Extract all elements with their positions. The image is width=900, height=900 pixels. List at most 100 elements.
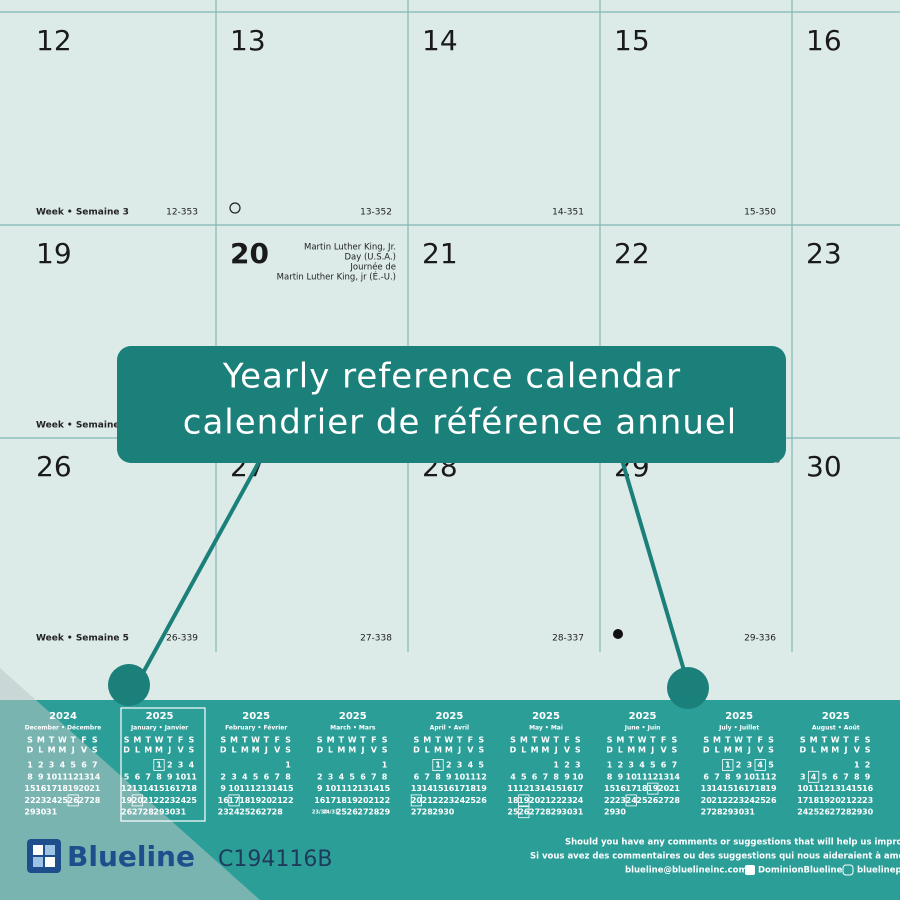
mini-day: 13 (830, 784, 841, 793)
mini-year: 2024 (49, 711, 77, 722)
mini-day: 26 (765, 796, 777, 805)
weekday-en: M (327, 736, 335, 745)
weekday-fr: L (618, 746, 623, 755)
day-number: 19 (36, 237, 72, 270)
mini-day: 21 (368, 796, 380, 805)
weekday-en: W (541, 736, 550, 745)
weekday-fr: S (575, 746, 581, 755)
mini-day: 22 (551, 796, 562, 805)
mini-day: 26 (121, 808, 133, 817)
mini-day: 25 (507, 808, 519, 817)
mini-day: 16 (35, 784, 47, 793)
mini-day: 1 (156, 761, 162, 770)
mini-day: 17 (228, 796, 239, 805)
weekday-fr: M (241, 746, 249, 755)
mini-day: 26 (476, 796, 488, 805)
weekday-fr: V (177, 746, 184, 755)
mini-day: 1 (27, 761, 33, 770)
weekday-en: M (616, 736, 624, 745)
weekday-fr: M (541, 746, 549, 755)
mini-day: 26 (819, 808, 831, 817)
mini-day: 26 (250, 808, 262, 817)
weekday-fr: J (650, 746, 654, 755)
weekday-fr: L (521, 746, 526, 755)
mini-day: 28 (368, 808, 380, 817)
mini-day: 7 (672, 761, 678, 770)
mini-day: 20 (411, 796, 423, 805)
mini-day: 29 (551, 808, 563, 817)
day-note: Martin Luther King, Jr. (304, 243, 396, 253)
mini-day: 29 (432, 808, 444, 817)
mini-day: 19 (68, 784, 80, 793)
mini-day: 23 (443, 796, 454, 805)
mini-day: 15 (379, 784, 391, 793)
mini-day: 13 (701, 784, 712, 793)
weekday-en: T (747, 736, 753, 745)
mini-day: 3 (178, 761, 184, 770)
weekday-en: S (124, 736, 130, 745)
weekday-en: S (478, 736, 484, 745)
mini-day: 6 (81, 761, 87, 770)
mini-day: 27 (78, 796, 89, 805)
day-code: 14-351 (552, 208, 584, 218)
mini-day: 25 (336, 808, 348, 817)
mini-day: 17 (46, 784, 57, 793)
weekday-fr: S (672, 746, 678, 755)
mini-day: 15 (851, 784, 863, 793)
weekday-fr: V (81, 746, 88, 755)
weekday-en: T (843, 736, 849, 745)
weekday-en: S (189, 736, 195, 745)
mini-day: 12 (250, 784, 261, 793)
mini-month: May • Mai (529, 725, 563, 732)
weekday-fr: M (144, 746, 152, 755)
mini-day: 31 (572, 808, 584, 817)
weekday-en: S (92, 736, 98, 745)
mini-day: 13 (132, 784, 143, 793)
mini-day: 19 (347, 796, 359, 805)
mini-day: 10 (228, 784, 240, 793)
mini-day: 29 (24, 808, 36, 817)
weekday-en: T (822, 736, 828, 745)
mini-day: 16 (862, 784, 874, 793)
mini-day: 10 (325, 784, 337, 793)
mini-day: 12 (518, 784, 529, 793)
mini-day: 29 (153, 808, 165, 817)
mini-day: 17 (325, 796, 336, 805)
mini-day: 11 (507, 784, 519, 793)
mini-day: 21 (711, 796, 723, 805)
mini-day: 6 (135, 772, 141, 781)
mini-day: 22 (604, 796, 615, 805)
mini-day: 27 (529, 808, 540, 817)
day-number: 26 (36, 450, 72, 483)
mini-day: 18 (465, 784, 477, 793)
weekday-fr: D (27, 746, 34, 755)
weekday-fr: M (531, 746, 539, 755)
weekday-en: T (435, 736, 441, 745)
mini-month: March • Mars (330, 725, 376, 732)
mini-day: 3 (457, 761, 463, 770)
day-number: 22 (614, 237, 650, 270)
mini-day: 6 (264, 772, 270, 781)
mini-day: 2 (564, 761, 570, 770)
mini-day: 24 (572, 796, 584, 805)
mini-day: 3 (231, 772, 237, 781)
mini-day: 26 (347, 808, 359, 817)
weekday-fr: M (724, 746, 732, 755)
mini-day: 25 (755, 796, 767, 805)
mini-day: 14 (840, 784, 852, 793)
weekday-fr: J (264, 746, 268, 755)
weekday-fr: M (337, 746, 345, 755)
boxed-day (722, 759, 734, 771)
mini-day: 23 (615, 796, 626, 805)
mini-day: 23 (733, 796, 744, 805)
mini-day: 12 (819, 784, 830, 793)
weekday-fr: D (703, 746, 710, 755)
weekday-en: M (37, 736, 45, 745)
mini-day: 16 (314, 796, 326, 805)
instagram-icon (842, 864, 854, 876)
mini-day: 23 (561, 796, 572, 805)
mini-day: 26 (647, 796, 659, 805)
mini-day: 25 (239, 808, 251, 817)
mini-day: 11 (755, 772, 767, 781)
